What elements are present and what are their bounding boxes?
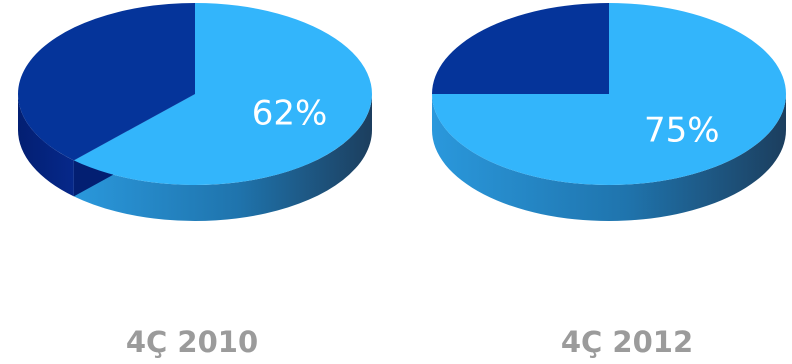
pie-side-wall-light [73, 94, 372, 222]
pie-slice-dark [432, 3, 609, 94]
pie-4c-2012: 75% [432, 3, 786, 221]
pie-side-wall-light [432, 94, 786, 221]
pie-percent-label: 75% [644, 110, 720, 150]
caption-4c-2012: 4Ç 2012 [561, 325, 693, 359]
pie-side-wall-dark [17, 94, 74, 197]
pie-slice-light [73, 3, 372, 185]
pie-slice-dark [17, 3, 196, 161]
pie-percent-label: 62% [252, 93, 328, 133]
pie-4c-2010: 62% [17, 3, 372, 222]
caption-4c-2010: 4Ç 2010 [126, 325, 258, 359]
